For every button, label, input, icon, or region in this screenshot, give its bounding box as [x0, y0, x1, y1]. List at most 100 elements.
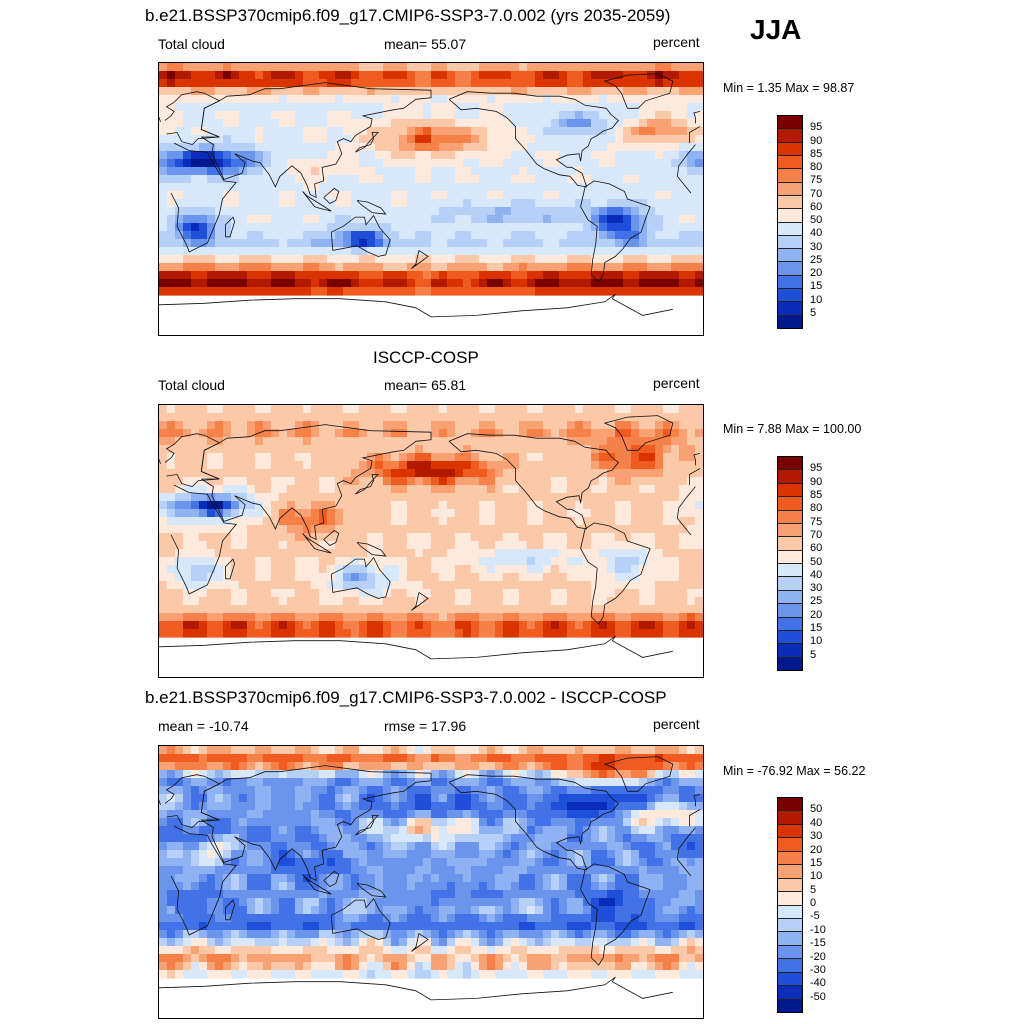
colorbar-tick-label: 90 — [810, 475, 823, 488]
colorbar-tick-label: 40 — [810, 568, 823, 581]
panel-3-title: b.e21.BSSP370cmip6.f09_g17.CMIP6-SSP3-7.… — [145, 688, 667, 707]
colorbar-swatch — [778, 315, 802, 328]
map-field — [159, 746, 703, 979]
panel-3-units: percent — [653, 716, 700, 732]
colorbar-tick-label: 10 — [810, 293, 823, 306]
colorbar-tick-label: 15 — [810, 856, 823, 869]
colorbar-tick-label: 70 — [810, 187, 823, 200]
colorbar-swatch — [778, 550, 802, 564]
colorbar-swatch — [778, 209, 802, 223]
colorbar-tick-label: -30 — [810, 963, 826, 976]
colorbar-swatch — [778, 222, 802, 236]
colorbar-tick-label: 50 — [810, 214, 823, 226]
panel-3-rmse: rmse = 17.96 — [384, 718, 467, 734]
colorbar-swatch — [778, 116, 802, 130]
colorbar-swatch — [778, 918, 802, 933]
colorbar-tick-label: 95 — [810, 462, 823, 475]
panel-3-mean: mean = -10.74 — [158, 718, 249, 734]
panel-1-mean: mean= 55.07 — [384, 36, 467, 52]
colorbar-swatch — [778, 851, 802, 866]
colorbar-tick-label: -40 — [810, 977, 826, 990]
colorbar-tick-label: 20 — [810, 843, 823, 856]
colorbar-swatch — [778, 590, 802, 605]
colorbar-swatch — [778, 523, 802, 538]
panel-1-title: b.e21.BSSP370cmip6.f09_g17.CMIP6-SSP3-7.… — [145, 6, 671, 25]
colorbar-swatch — [778, 169, 802, 183]
colorbar-swatch — [778, 644, 802, 658]
panel-2-title: ISCCP-COSP — [373, 348, 479, 367]
colorbar-swatch — [778, 289, 802, 303]
panel-3-minmax: Min = -76.92 Max = 56.22 — [723, 764, 866, 778]
colorbar-tick-label: 25 — [810, 253, 823, 266]
colorbar-swatch — [778, 892, 802, 906]
colorbar-tick-label: -5 — [810, 910, 820, 923]
colorbar-swatch — [778, 972, 802, 987]
colorbar-swatch — [778, 275, 802, 290]
colorbar-tick-label: 60 — [810, 542, 823, 555]
colorbar-swatch — [778, 564, 802, 578]
colorbar-swatch — [778, 959, 802, 973]
colorbar-tick-label: 20 — [810, 267, 823, 279]
colorbar-swatch — [778, 798, 802, 812]
colorbar-tick-label: 0 — [810, 897, 817, 909]
colorbar-swatch — [778, 249, 802, 263]
colorbar-swatch — [778, 470, 802, 484]
colorbar-swatch — [778, 604, 802, 618]
colorbar-tick-label: -50 — [810, 990, 826, 1003]
colorbar-tick-label: 10 — [810, 870, 823, 883]
colorbar-swatch — [778, 537, 802, 551]
colorbar-tick-label: 90 — [810, 134, 823, 147]
panel-1-units: percent — [653, 34, 700, 50]
colorbar-tick-label: 50 — [810, 555, 823, 568]
colorbar-tick-label: -20 — [810, 950, 826, 963]
panel-2-variable: Total cloud — [158, 377, 225, 393]
panel-3-colorbar-labels: 50 40 30 20 15 10 5 0 -5 -10 -15 -20 -30 -40 -50 — [810, 797, 850, 1011]
panel-2-mean: mean= 65.81 — [384, 377, 467, 393]
colorbar-swatch — [778, 824, 802, 839]
colorbar-swatch — [778, 865, 802, 879]
panel-3-colorbar — [777, 797, 803, 1013]
colorbar-tick-label: 70 — [810, 528, 823, 541]
colorbar-tick-label: 80 — [810, 161, 823, 173]
coastlines — [159, 756, 701, 1001]
panel-1-map — [158, 62, 704, 336]
coastlines — [159, 415, 701, 660]
colorbar-tick-label: -15 — [810, 937, 826, 950]
colorbar-swatch — [778, 986, 802, 1000]
panel-2-minmax: Min = 7.88 Max = 100.00 — [723, 422, 862, 436]
colorbar-tick-label: 15 — [810, 622, 823, 635]
colorbar-swatch — [778, 657, 802, 670]
colorbar-tick-label: 10 — [810, 635, 823, 648]
colorbar-swatch — [778, 838, 802, 852]
colorbar-swatch — [778, 905, 802, 919]
colorbar-tick-label: 40 — [810, 227, 823, 240]
colorbar-swatch — [778, 457, 802, 471]
colorbar-swatch — [778, 630, 802, 645]
colorbar-swatch — [778, 195, 802, 210]
colorbar-swatch — [778, 129, 802, 143]
colorbar-tick-label: 85 — [810, 488, 823, 501]
colorbar-tick-label: 30 — [810, 582, 823, 595]
colorbar-tick-label: 75 — [810, 174, 823, 187]
colorbar-swatch — [778, 155, 802, 170]
panel-1-colorbar-labels: 95 90 85 80 75 70 60 50 40 30 25 20 15 10 5 — [810, 115, 850, 327]
colorbar-swatch — [778, 262, 802, 276]
colorbar-tick-label: 5 — [810, 883, 817, 896]
colorbar-swatch — [778, 142, 802, 156]
colorbar-tick-label: 60 — [810, 200, 823, 213]
panel-1-minmax: Min = 1.35 Max = 98.87 — [723, 81, 855, 95]
colorbar-tick-label: 75 — [810, 515, 823, 528]
colorbar-swatch — [778, 932, 802, 946]
colorbar-swatch — [778, 497, 802, 511]
colorbar-tick-label: 95 — [810, 121, 823, 134]
panel-1-colorbar — [777, 115, 803, 329]
colorbar-swatch — [778, 577, 802, 591]
colorbar-swatch — [778, 999, 802, 1012]
colorbar-tick-label: 20 — [810, 608, 823, 621]
colorbar-swatch — [778, 510, 802, 524]
colorbar-tick-label: 5 — [810, 306, 817, 319]
colorbar-tick-label: 25 — [810, 595, 823, 608]
colorbar-tick-label: 50 — [810, 803, 823, 816]
colorbar-tick-label: 80 — [810, 502, 823, 515]
colorbar-tick-label: 15 — [810, 280, 823, 293]
